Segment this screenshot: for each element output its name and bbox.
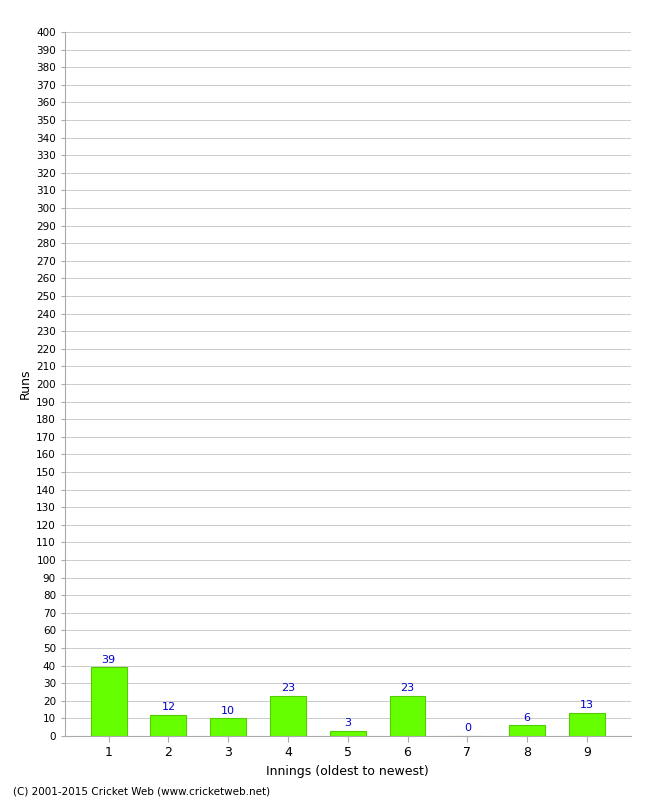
Bar xyxy=(389,695,426,736)
Bar xyxy=(91,667,127,736)
Bar xyxy=(330,730,366,736)
X-axis label: Innings (oldest to newest): Innings (oldest to newest) xyxy=(266,765,429,778)
Text: 3: 3 xyxy=(344,718,351,728)
Y-axis label: Runs: Runs xyxy=(19,369,32,399)
Bar xyxy=(270,695,306,736)
Bar xyxy=(569,713,604,736)
Text: (C) 2001-2015 Cricket Web (www.cricketweb.net): (C) 2001-2015 Cricket Web (www.cricketwe… xyxy=(13,786,270,796)
Text: 10: 10 xyxy=(221,706,235,716)
Bar xyxy=(151,715,187,736)
Text: 23: 23 xyxy=(400,683,415,693)
Text: 0: 0 xyxy=(464,723,471,734)
Bar xyxy=(210,718,246,736)
Bar xyxy=(509,726,545,736)
Text: 23: 23 xyxy=(281,683,295,693)
Text: 13: 13 xyxy=(580,701,594,710)
Text: 12: 12 xyxy=(161,702,176,712)
Text: 6: 6 xyxy=(524,713,530,723)
Text: 39: 39 xyxy=(101,654,116,665)
